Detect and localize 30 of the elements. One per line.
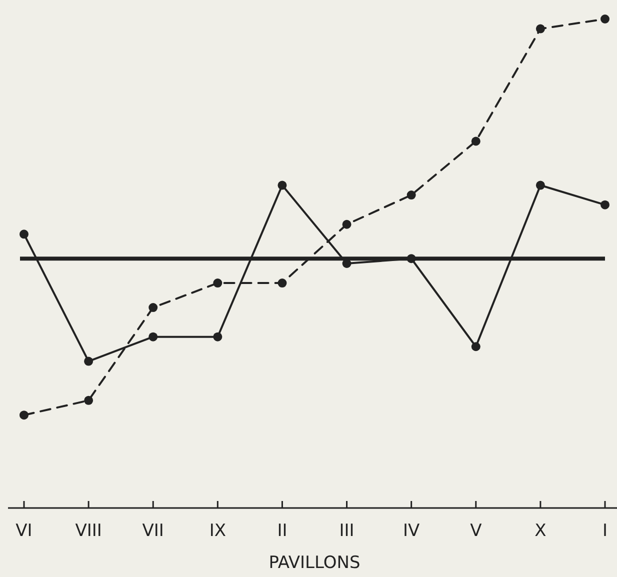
point	[536, 180, 545, 190]
x-tick-label: VIII	[75, 521, 102, 541]
point	[148, 303, 158, 312]
point	[148, 332, 158, 342]
x-tick-label: III	[339, 521, 354, 541]
point	[600, 14, 610, 24]
point	[84, 356, 94, 366]
point	[471, 136, 480, 146]
x-tick-label: IX	[209, 521, 226, 541]
x-tick-label: VII	[142, 521, 164, 541]
x-tick-label: X	[534, 521, 547, 541]
point	[20, 230, 28, 239]
point	[536, 24, 545, 34]
x-tick-label: V	[470, 521, 482, 541]
x-tick-label: IV	[403, 521, 420, 541]
x-tick-label: I	[602, 521, 608, 541]
point	[406, 254, 416, 264]
x-tick-label: VI	[16, 521, 32, 541]
x-tick-label: II	[277, 521, 288, 541]
point	[342, 220, 352, 229]
x-axis-title: PAVILLONS	[268, 553, 360, 573]
point	[471, 342, 480, 352]
point	[213, 332, 222, 342]
point	[84, 396, 94, 405]
point	[600, 200, 610, 210]
point	[20, 410, 28, 420]
point	[278, 278, 287, 288]
point	[278, 180, 287, 190]
point	[406, 190, 416, 200]
point	[213, 278, 222, 288]
